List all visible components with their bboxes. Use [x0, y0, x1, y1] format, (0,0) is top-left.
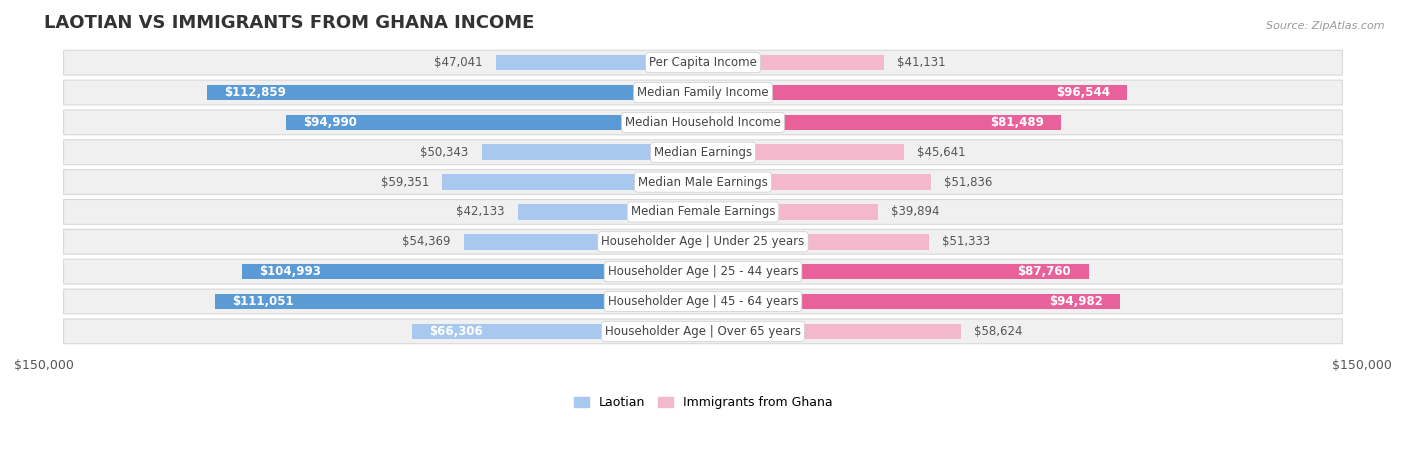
- Text: $51,836: $51,836: [943, 176, 993, 189]
- Text: $45,641: $45,641: [917, 146, 966, 159]
- FancyBboxPatch shape: [63, 289, 1343, 314]
- Text: $66,306: $66,306: [429, 325, 482, 338]
- FancyBboxPatch shape: [63, 199, 1343, 224]
- Bar: [464, 234, 703, 249]
- Bar: [496, 55, 703, 71]
- Bar: [703, 85, 1128, 100]
- Bar: [703, 294, 1121, 309]
- FancyBboxPatch shape: [63, 140, 1343, 164]
- Text: Householder Age | 25 - 44 years: Householder Age | 25 - 44 years: [607, 265, 799, 278]
- Bar: [703, 55, 884, 71]
- Text: $104,993: $104,993: [259, 265, 321, 278]
- Text: $39,894: $39,894: [891, 205, 941, 219]
- Text: $87,760: $87,760: [1018, 265, 1071, 278]
- Text: $112,859: $112,859: [225, 86, 287, 99]
- Text: $94,990: $94,990: [304, 116, 357, 129]
- FancyBboxPatch shape: [63, 259, 1343, 284]
- Text: $42,133: $42,133: [456, 205, 505, 219]
- Text: $94,982: $94,982: [1049, 295, 1102, 308]
- FancyBboxPatch shape: [63, 110, 1343, 135]
- Bar: [703, 114, 1062, 130]
- Text: LAOTIAN VS IMMIGRANTS FROM GHANA INCOME: LAOTIAN VS IMMIGRANTS FROM GHANA INCOME: [44, 14, 534, 32]
- Text: $58,624: $58,624: [974, 325, 1022, 338]
- Bar: [441, 174, 703, 190]
- Bar: [517, 204, 703, 219]
- Text: Median Female Earnings: Median Female Earnings: [631, 205, 775, 219]
- FancyBboxPatch shape: [63, 50, 1343, 75]
- FancyBboxPatch shape: [63, 319, 1343, 344]
- Text: $51,333: $51,333: [942, 235, 990, 248]
- Text: Median Earnings: Median Earnings: [654, 146, 752, 159]
- Bar: [703, 234, 928, 249]
- Text: $81,489: $81,489: [990, 116, 1043, 129]
- Bar: [207, 85, 703, 100]
- Text: Median Household Income: Median Household Income: [626, 116, 780, 129]
- Text: $41,131: $41,131: [897, 56, 946, 69]
- Text: $50,343: $50,343: [420, 146, 468, 159]
- Text: $47,041: $47,041: [434, 56, 484, 69]
- Bar: [703, 204, 879, 219]
- Bar: [412, 324, 703, 339]
- FancyBboxPatch shape: [63, 170, 1343, 194]
- Bar: [703, 264, 1088, 279]
- Text: $54,369: $54,369: [402, 235, 451, 248]
- Bar: [482, 144, 703, 160]
- Text: Median Male Earnings: Median Male Earnings: [638, 176, 768, 189]
- Bar: [703, 144, 904, 160]
- FancyBboxPatch shape: [63, 229, 1343, 254]
- Bar: [703, 174, 931, 190]
- Text: Householder Age | Over 65 years: Householder Age | Over 65 years: [605, 325, 801, 338]
- Text: Per Capita Income: Per Capita Income: [650, 56, 756, 69]
- Bar: [215, 294, 703, 309]
- Text: $111,051: $111,051: [232, 295, 294, 308]
- Text: Median Family Income: Median Family Income: [637, 86, 769, 99]
- Text: $59,351: $59,351: [381, 176, 429, 189]
- Text: Householder Age | Under 25 years: Householder Age | Under 25 years: [602, 235, 804, 248]
- Text: $96,544: $96,544: [1056, 86, 1109, 99]
- Bar: [242, 264, 703, 279]
- FancyBboxPatch shape: [63, 80, 1343, 105]
- Bar: [703, 324, 960, 339]
- Text: Householder Age | 45 - 64 years: Householder Age | 45 - 64 years: [607, 295, 799, 308]
- Bar: [285, 114, 703, 130]
- Text: Source: ZipAtlas.com: Source: ZipAtlas.com: [1267, 21, 1385, 31]
- Legend: Laotian, Immigrants from Ghana: Laotian, Immigrants from Ghana: [569, 391, 837, 414]
